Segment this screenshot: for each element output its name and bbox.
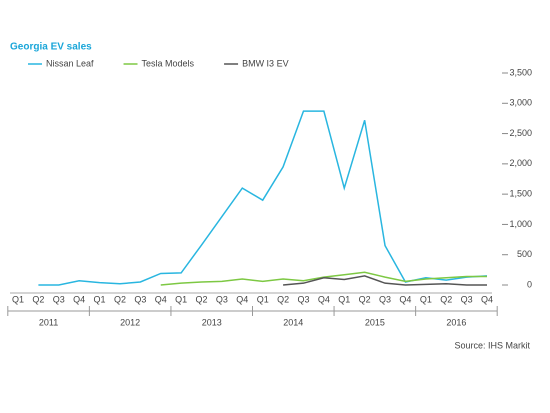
x-tick-label: Q4	[399, 294, 411, 304]
group-label: 2016	[446, 317, 466, 327]
group-label: 2014	[283, 317, 303, 327]
x-tick-label: Q3	[53, 294, 65, 304]
y-tick-label: 1,000	[509, 219, 532, 229]
chart-title: Georgia EV sales	[10, 42, 92, 53]
x-tick-label: Q1	[175, 294, 187, 304]
x-tick-label: Q4	[318, 294, 330, 304]
x-tick-label: Q2	[277, 294, 289, 304]
y-tick-label: 0	[527, 279, 532, 289]
x-tick-label: Q3	[216, 294, 228, 304]
legend-label: Nissan Leaf	[46, 58, 94, 68]
x-tick-label: Q3	[134, 294, 146, 304]
y-tick-label: 1,500	[509, 189, 532, 199]
x-tick-label: Q4	[155, 294, 167, 304]
group-label: 2012	[120, 317, 140, 327]
y-tick-label: 500	[517, 249, 532, 259]
x-tick-label: Q1	[94, 294, 106, 304]
y-tick-label: 3,000	[509, 98, 532, 108]
group-label: 2013	[202, 317, 222, 327]
x-tick-label: Q4	[481, 294, 493, 304]
legend-label: Tesla Models	[142, 58, 195, 68]
x-tick-label: Q3	[297, 294, 309, 304]
x-tick-label: Q1	[12, 294, 24, 304]
line-series	[160, 271, 487, 286]
x-tick-label: Q2	[114, 294, 126, 304]
line-series	[283, 275, 487, 286]
legend-label: BMW I3 EV	[242, 58, 289, 68]
x-tick-label: Q1	[338, 294, 350, 304]
group-label: 2015	[365, 317, 385, 327]
x-tick-label: Q1	[420, 294, 432, 304]
source: Source: IHS Markit	[454, 340, 530, 350]
x-tick-label: Q1	[257, 294, 269, 304]
group-label: 2011	[39, 317, 58, 327]
y-tick-label: 2,000	[509, 158, 532, 168]
x-tick-label: Q3	[461, 294, 473, 304]
y-tick-label: 3,500	[509, 67, 532, 77]
x-tick-label: Q2	[196, 294, 208, 304]
x-tick-label: Q3	[379, 294, 391, 304]
x-tick-label: Q2	[440, 294, 452, 304]
x-tick-label: Q2	[32, 294, 44, 304]
x-tick-label: Q4	[236, 294, 248, 304]
x-tick-label: Q4	[73, 294, 85, 304]
y-tick-label: 2,500	[509, 128, 532, 138]
x-tick-label: Q2	[359, 294, 371, 304]
line-series	[38, 110, 488, 286]
